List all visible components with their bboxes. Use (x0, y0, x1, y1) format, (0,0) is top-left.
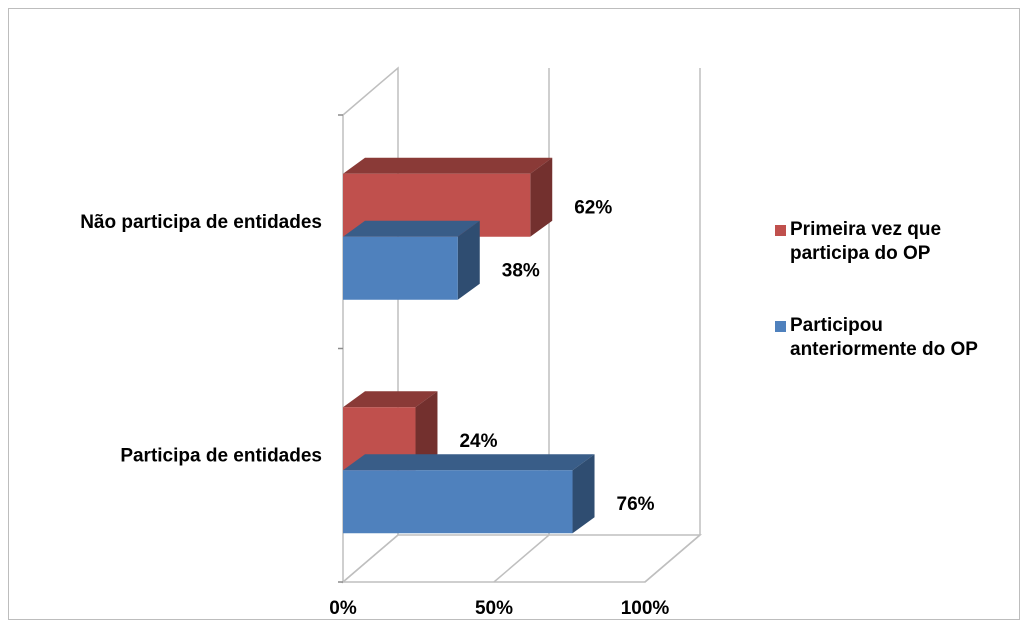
data-label: 76% (617, 494, 655, 515)
data-labels: 62% 38% 24% 76% (459, 197, 654, 515)
bar-side-face (415, 391, 438, 471)
data-label: 62% (574, 197, 612, 218)
bar-top-face (343, 391, 438, 408)
bar-top-face (343, 220, 480, 237)
gridline-floor (493, 534, 550, 583)
bar-top-face (343, 157, 553, 174)
x-tick-labels: 0% 50% 100% (329, 598, 669, 619)
bar-top-face (343, 454, 595, 471)
bar-side-face (530, 157, 553, 237)
legend-swatch-primeira-vez (775, 225, 786, 236)
bar (343, 236, 458, 300)
data-label: 38% (502, 260, 540, 281)
legend-item-primeira-vez: Primeira vez que participa do OP (775, 218, 1005, 266)
category-label: Participa de entidades (120, 445, 322, 466)
x-tick-label: 50% (475, 598, 513, 619)
x-tick-label: 0% (329, 598, 357, 619)
legend-label-primeira-vez: Primeira vez que participa do OP (790, 219, 942, 264)
bar (343, 470, 573, 534)
gridline-floor (644, 534, 701, 583)
category-label: Não participa de entidades (80, 212, 322, 233)
bars (343, 157, 595, 534)
legend-item-participou-anteriormente: Participou anteriormente do OP (775, 314, 1005, 362)
x-tick-label: 100% (621, 598, 670, 619)
legend: Primeira vez que participa do OP Partici… (775, 218, 1005, 410)
category-labels: Não participa de entidades Participa de e… (80, 212, 322, 467)
legend-label-participou-anteriormente: Participou anteriormente do OP (790, 315, 978, 360)
data-label: 24% (459, 431, 497, 452)
bar-side-face (572, 454, 595, 534)
legend-swatch-participou-anteriormente (775, 321, 786, 332)
bar-side-face (457, 220, 480, 300)
